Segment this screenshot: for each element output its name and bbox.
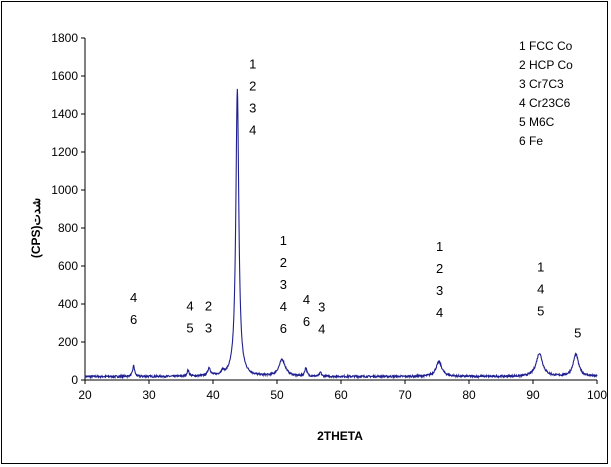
xrd-pattern-line (84, 88, 598, 380)
peak-label: 4 (249, 122, 256, 137)
x-tick-label: 20 (78, 388, 92, 402)
peak-label: 4 (537, 282, 544, 297)
peak-label: 4 (280, 299, 287, 314)
peak-label: 4 (186, 299, 193, 314)
y-tick-label: 400 (58, 297, 78, 311)
y-tick-label: 200 (58, 335, 78, 349)
x-tick-label: 30 (142, 388, 156, 402)
peak-label-group: 1 2 3 4 (249, 56, 256, 137)
peak-label-group: 46 (130, 290, 137, 327)
peak-label: 4 (130, 290, 137, 305)
y-tick-label: 1000 (51, 183, 78, 197)
y-tick-label: 1800 (51, 31, 78, 45)
series-layer (84, 88, 598, 380)
peak-label: 4 (318, 322, 325, 337)
peak-label: 2 (280, 255, 287, 270)
y-tick-label: 0 (71, 373, 78, 387)
peak-label: 2 (205, 299, 212, 314)
peak-label: 5 (537, 304, 544, 319)
peak-label-group: 23 (205, 299, 212, 336)
legend-entry: 6 Fe (519, 134, 543, 148)
x-tick-label: 80 (462, 388, 476, 402)
axes: 0 200 400 600 800 1000 1200 1400 1600 1800 20 30 40 5… (51, 31, 607, 402)
y-tick-label: 1200 (51, 145, 78, 159)
peak-label: 3 (205, 321, 212, 336)
peak-label: 2 (249, 78, 256, 93)
legend-entry: 5 M6C (519, 115, 555, 129)
legend-entry: 4 Cr23C6 (519, 96, 571, 110)
x-tick-label: 60 (334, 388, 348, 402)
peak-label: 1 (537, 260, 544, 275)
peak-label-group: 1 2 3 4 6 (280, 233, 287, 336)
legend-entry: 3 Cr7C3 (519, 77, 564, 91)
peak-label: 3 (436, 283, 443, 298)
peak-label-group: 1 2 3 4 (436, 239, 443, 320)
peak-label-group: 46 (303, 292, 310, 329)
y-tick-label: 1600 (51, 69, 78, 83)
peak-label: 3 (318, 300, 325, 315)
peak-label: 5 (186, 321, 193, 336)
peak-label: 5 (574, 325, 581, 340)
x-tick-label: 100 (587, 388, 607, 402)
peak-label: 6 (130, 312, 137, 327)
legend: 1 FCC Co 2 HCP Co 3 Cr7C3 4 Cr23C6 5 M6C 6 Fe (519, 39, 573, 148)
peak-label-group: 45 (186, 299, 193, 336)
peak-label: 2 (436, 261, 443, 276)
peak-label-group: 34 (318, 300, 325, 337)
peak-label: 3 (280, 277, 287, 292)
peak-label-group: 1 4 5 (537, 260, 544, 319)
x-tick-label: 40 (206, 388, 220, 402)
y-tick-label: 1400 (51, 107, 78, 121)
x-axis-title: 2THETA (317, 429, 363, 443)
peak-label-group: 5 (574, 325, 581, 340)
legend-entry: 2 HCP Co (519, 58, 573, 72)
peak-label: 1 (280, 233, 287, 248)
peak-label: 1 (249, 56, 256, 71)
peak-label: 1 (436, 239, 443, 254)
y-tick-label: 600 (58, 259, 78, 273)
y-axis-title: (CPS)شدت (29, 198, 43, 258)
x-tick-label: 70 (398, 388, 412, 402)
x-tick-label: 90 (526, 388, 540, 402)
y-tick-label: 800 (58, 221, 78, 235)
legend-entry: 1 FCC Co (519, 39, 573, 53)
peak-label: 3 (249, 100, 256, 115)
peak-label: 4 (436, 305, 443, 320)
peak-label: 4 (303, 292, 310, 307)
peak-label: 6 (280, 321, 287, 336)
peak-label: 6 (303, 314, 310, 329)
x-tick-label: 50 (270, 388, 284, 402)
